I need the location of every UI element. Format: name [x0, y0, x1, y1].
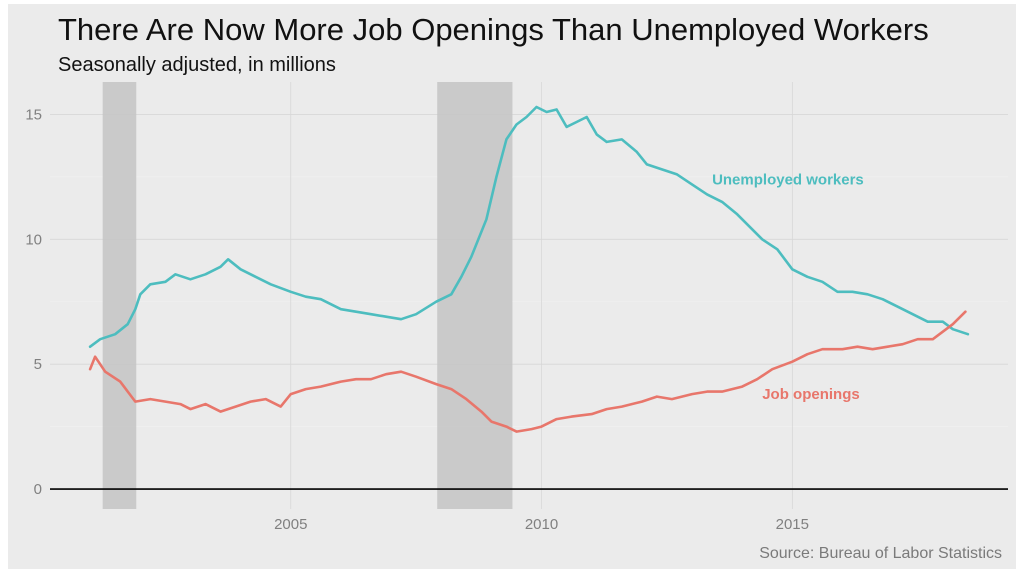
- line-chart: 0 5 10 15 2005 2010 2015 Unemployed workers Job …: [25, 82, 1008, 533]
- series-label-0: Unemployed workers: [712, 171, 864, 188]
- source-caption: Source: Bureau of Labor Statistics: [759, 545, 1002, 562]
- series-label-1: Job openings: [762, 386, 860, 403]
- y-tick-label: 10: [25, 231, 42, 248]
- x-tick-label: 2005: [274, 516, 307, 533]
- y-tick-label: 15: [25, 106, 42, 123]
- x-tick-label: 2015: [776, 516, 809, 533]
- y-tick-label: 5: [34, 356, 42, 373]
- chart-panel: There Are Now More Job Openings Than Une…: [8, 4, 1016, 569]
- series-line-1: [88, 310, 967, 433]
- recession-band: [102, 82, 137, 509]
- y-tick-label: 0: [34, 481, 42, 498]
- chart-title: There Are Now More Job Openings Than Une…: [58, 12, 929, 47]
- series-line-0: [88, 105, 970, 348]
- chart-subtitle: Seasonally adjusted, in millions: [58, 54, 336, 76]
- x-tick-label: 2010: [525, 516, 558, 533]
